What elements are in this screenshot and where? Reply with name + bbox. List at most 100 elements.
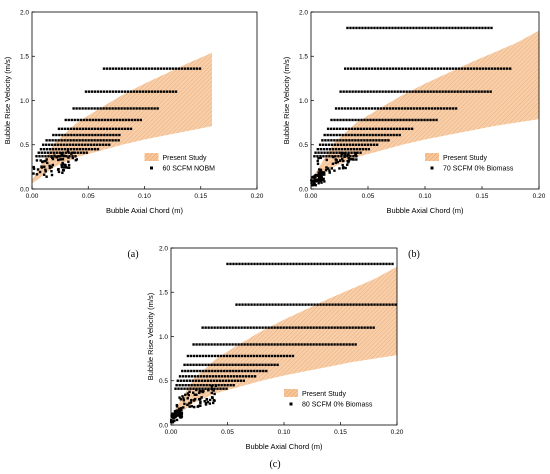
data-point	[382, 26, 385, 30]
data-point	[327, 139, 330, 142]
data-point	[168, 67, 172, 70]
data-point	[420, 90, 423, 93]
data-point	[228, 354, 232, 358]
data-point	[429, 90, 432, 93]
data-point	[390, 90, 393, 93]
data-point	[183, 402, 186, 406]
data-point	[57, 143, 60, 146]
x-tick-label: 0.10	[278, 429, 291, 436]
data-point	[354, 326, 357, 329]
data-point	[228, 363, 231, 367]
data-point	[264, 354, 268, 358]
data-point	[322, 172, 326, 175]
data-point	[397, 26, 400, 30]
data-point	[467, 67, 470, 70]
data-point	[32, 165, 35, 169]
data-point	[331, 162, 335, 165]
data-point	[464, 67, 467, 70]
data-point	[219, 354, 223, 358]
legend-swatch-band	[284, 389, 298, 397]
data-point	[354, 154, 358, 157]
data-point	[336, 118, 339, 122]
data-point	[471, 90, 474, 93]
data-point	[411, 118, 414, 122]
data-point	[330, 143, 334, 146]
data-point	[207, 388, 210, 392]
data-point	[222, 343, 225, 346]
x-tick-label: 0.10	[138, 193, 151, 200]
data-point	[372, 326, 375, 329]
data-point	[120, 127, 124, 131]
data-point	[70, 152, 73, 155]
data-point	[162, 90, 166, 93]
data-point	[55, 151, 58, 154]
data-point	[99, 107, 102, 110]
data-point	[62, 166, 66, 169]
data-point	[135, 107, 138, 110]
data-point	[375, 118, 378, 122]
data-point	[362, 127, 366, 131]
data-point	[247, 303, 250, 306]
data-point	[42, 160, 45, 163]
data-point	[227, 379, 230, 382]
data-point	[229, 383, 232, 387]
data-point	[329, 127, 333, 131]
data-point	[99, 143, 102, 146]
data-point	[432, 90, 435, 93]
data-point	[331, 262, 334, 266]
data-point	[444, 90, 447, 93]
data-point	[63, 147, 67, 151]
data-point	[280, 262, 283, 266]
y-tick-label: 0.5	[159, 378, 168, 385]
data-point	[252, 343, 255, 346]
data-point	[321, 139, 324, 142]
data-point	[400, 26, 403, 30]
data-point	[500, 67, 503, 70]
data-point	[328, 262, 331, 266]
data-point	[391, 26, 394, 30]
data-point	[329, 151, 332, 154]
data-point	[319, 170, 322, 173]
data-point	[42, 147, 46, 151]
data-point	[395, 133, 398, 137]
data-point	[282, 326, 285, 329]
data-point	[64, 163, 67, 167]
data-point	[389, 127, 393, 131]
data-point	[52, 133, 55, 137]
data-point	[179, 379, 182, 382]
data-point	[347, 161, 350, 164]
data-point	[230, 379, 233, 382]
data-point	[409, 107, 413, 110]
data-point	[333, 118, 336, 122]
data-point	[204, 343, 207, 346]
data-point	[198, 67, 202, 70]
data-point	[117, 67, 121, 70]
y-tick-label: 0.0	[299, 186, 308, 193]
data-point	[364, 107, 368, 110]
data-point	[292, 262, 295, 266]
data-point	[270, 363, 273, 367]
data-point	[408, 118, 411, 122]
data-point	[451, 26, 454, 30]
data-point	[333, 143, 337, 146]
data-point	[181, 383, 184, 387]
data-point	[179, 414, 183, 418]
data-point	[193, 397, 197, 401]
data-point	[319, 180, 322, 183]
data-point	[420, 118, 423, 122]
data-point	[210, 363, 213, 367]
data-point	[309, 326, 312, 329]
data-point	[295, 303, 298, 306]
data-point	[346, 163, 349, 166]
data-point	[401, 67, 404, 70]
data-point	[105, 143, 108, 146]
data-point	[85, 133, 88, 137]
data-point	[181, 375, 185, 378]
data-point	[264, 343, 267, 346]
data-point	[193, 393, 196, 396]
data-point	[417, 118, 420, 122]
data-point	[243, 326, 246, 329]
data-point	[412, 107, 416, 110]
data-point	[276, 343, 279, 346]
data-point	[229, 262, 232, 266]
